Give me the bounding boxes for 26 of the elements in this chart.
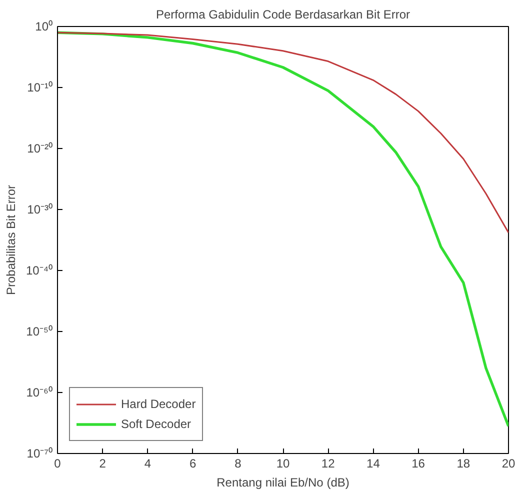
- y-tick-label: 10⁻³⁰: [27, 202, 52, 216]
- x-tick-label: 20: [502, 456, 516, 470]
- y-tick-label: 10⁻⁴⁰: [26, 264, 53, 278]
- x-tick-label: 6: [189, 456, 196, 470]
- legend-label: Soft Decoder: [121, 417, 192, 431]
- x-tick-label: 2: [99, 456, 106, 470]
- y-tick-label: 10⁻⁵⁰: [26, 324, 53, 338]
- line-series: [58, 32, 508, 234]
- y-tick-label: 10⁻⁷⁰: [26, 446, 53, 460]
- chart-title: Performa Gabidulin Code Berdasarkan Bit Error: [156, 8, 410, 22]
- x-tick-label: 14: [366, 456, 380, 470]
- x-tick-label: 12: [321, 456, 336, 470]
- y-axis-title: Probabilitas Bit Error: [4, 184, 18, 296]
- x-axis-title: Rentang nilai Eb/No (dB): [216, 476, 350, 490]
- y-tick-label: 10⁰: [35, 20, 53, 34]
- x-tick-label: 0: [54, 456, 62, 470]
- y-tick-label: 10⁻²⁰: [27, 142, 52, 156]
- x-tick-label: 18: [456, 456, 470, 470]
- x-tick-label: 8: [234, 456, 242, 470]
- line-series: [58, 31, 508, 428]
- y-tick-label: 10⁻⁶⁰: [26, 386, 53, 400]
- x-tick-label: 4: [144, 456, 152, 470]
- legend-label: Hard Decoder: [121, 397, 196, 411]
- x-tick-label: 10: [276, 456, 290, 470]
- x-tick-label: 16: [412, 456, 426, 470]
- y-tick-label: 10⁻¹⁰: [27, 80, 52, 94]
